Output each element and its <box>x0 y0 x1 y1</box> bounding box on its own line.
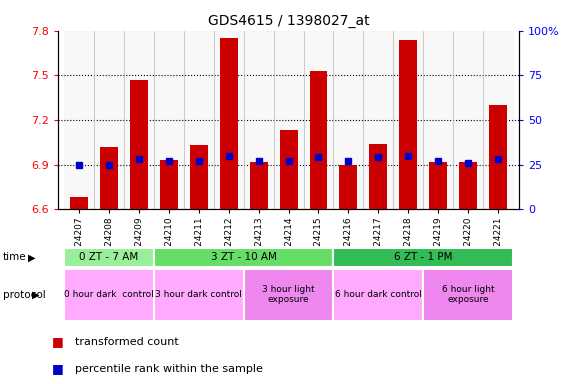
Bar <box>213 31 244 209</box>
Text: ▶: ▶ <box>32 290 39 300</box>
Bar <box>160 160 177 209</box>
Bar <box>70 197 88 209</box>
Bar <box>483 31 513 209</box>
Text: 3 hour dark control: 3 hour dark control <box>155 290 242 299</box>
Text: percentile rank within the sample: percentile rank within the sample <box>75 364 263 374</box>
Bar <box>459 162 477 209</box>
Text: ▶: ▶ <box>28 252 35 262</box>
Text: ■: ■ <box>52 335 64 348</box>
Bar <box>400 40 417 209</box>
Bar <box>274 31 303 209</box>
Bar <box>429 162 447 209</box>
Bar <box>369 144 387 209</box>
Bar <box>130 80 148 209</box>
Bar <box>334 31 364 209</box>
Bar <box>364 31 393 209</box>
Bar <box>124 31 154 209</box>
Bar <box>94 31 124 209</box>
Bar <box>310 71 328 209</box>
Text: 0 ZT - 7 AM: 0 ZT - 7 AM <box>79 252 139 262</box>
Bar <box>393 31 423 209</box>
Text: 6 hour light
exposure: 6 hour light exposure <box>442 285 495 305</box>
Text: 3 hour light
exposure: 3 hour light exposure <box>262 285 315 305</box>
Bar <box>220 38 238 209</box>
Title: GDS4615 / 1398027_at: GDS4615 / 1398027_at <box>208 14 369 28</box>
Text: time: time <box>3 252 27 262</box>
Bar <box>190 145 208 209</box>
Bar <box>100 147 118 209</box>
Bar <box>249 162 267 209</box>
Bar <box>154 31 184 209</box>
Text: ■: ■ <box>52 362 64 375</box>
Text: transformed count: transformed count <box>75 337 179 347</box>
Bar <box>453 31 483 209</box>
Bar <box>64 31 94 209</box>
Bar <box>339 165 357 209</box>
Bar <box>423 31 453 209</box>
Text: 3 ZT - 10 AM: 3 ZT - 10 AM <box>211 252 277 262</box>
Bar <box>280 131 298 209</box>
Bar <box>489 105 507 209</box>
Bar <box>184 31 213 209</box>
Text: 6 ZT - 1 PM: 6 ZT - 1 PM <box>394 252 452 262</box>
Text: 0 hour dark  control: 0 hour dark control <box>64 290 154 299</box>
Bar <box>244 31 274 209</box>
Text: 6 hour dark control: 6 hour dark control <box>335 290 422 299</box>
Text: protocol: protocol <box>3 290 46 300</box>
Bar <box>303 31 334 209</box>
